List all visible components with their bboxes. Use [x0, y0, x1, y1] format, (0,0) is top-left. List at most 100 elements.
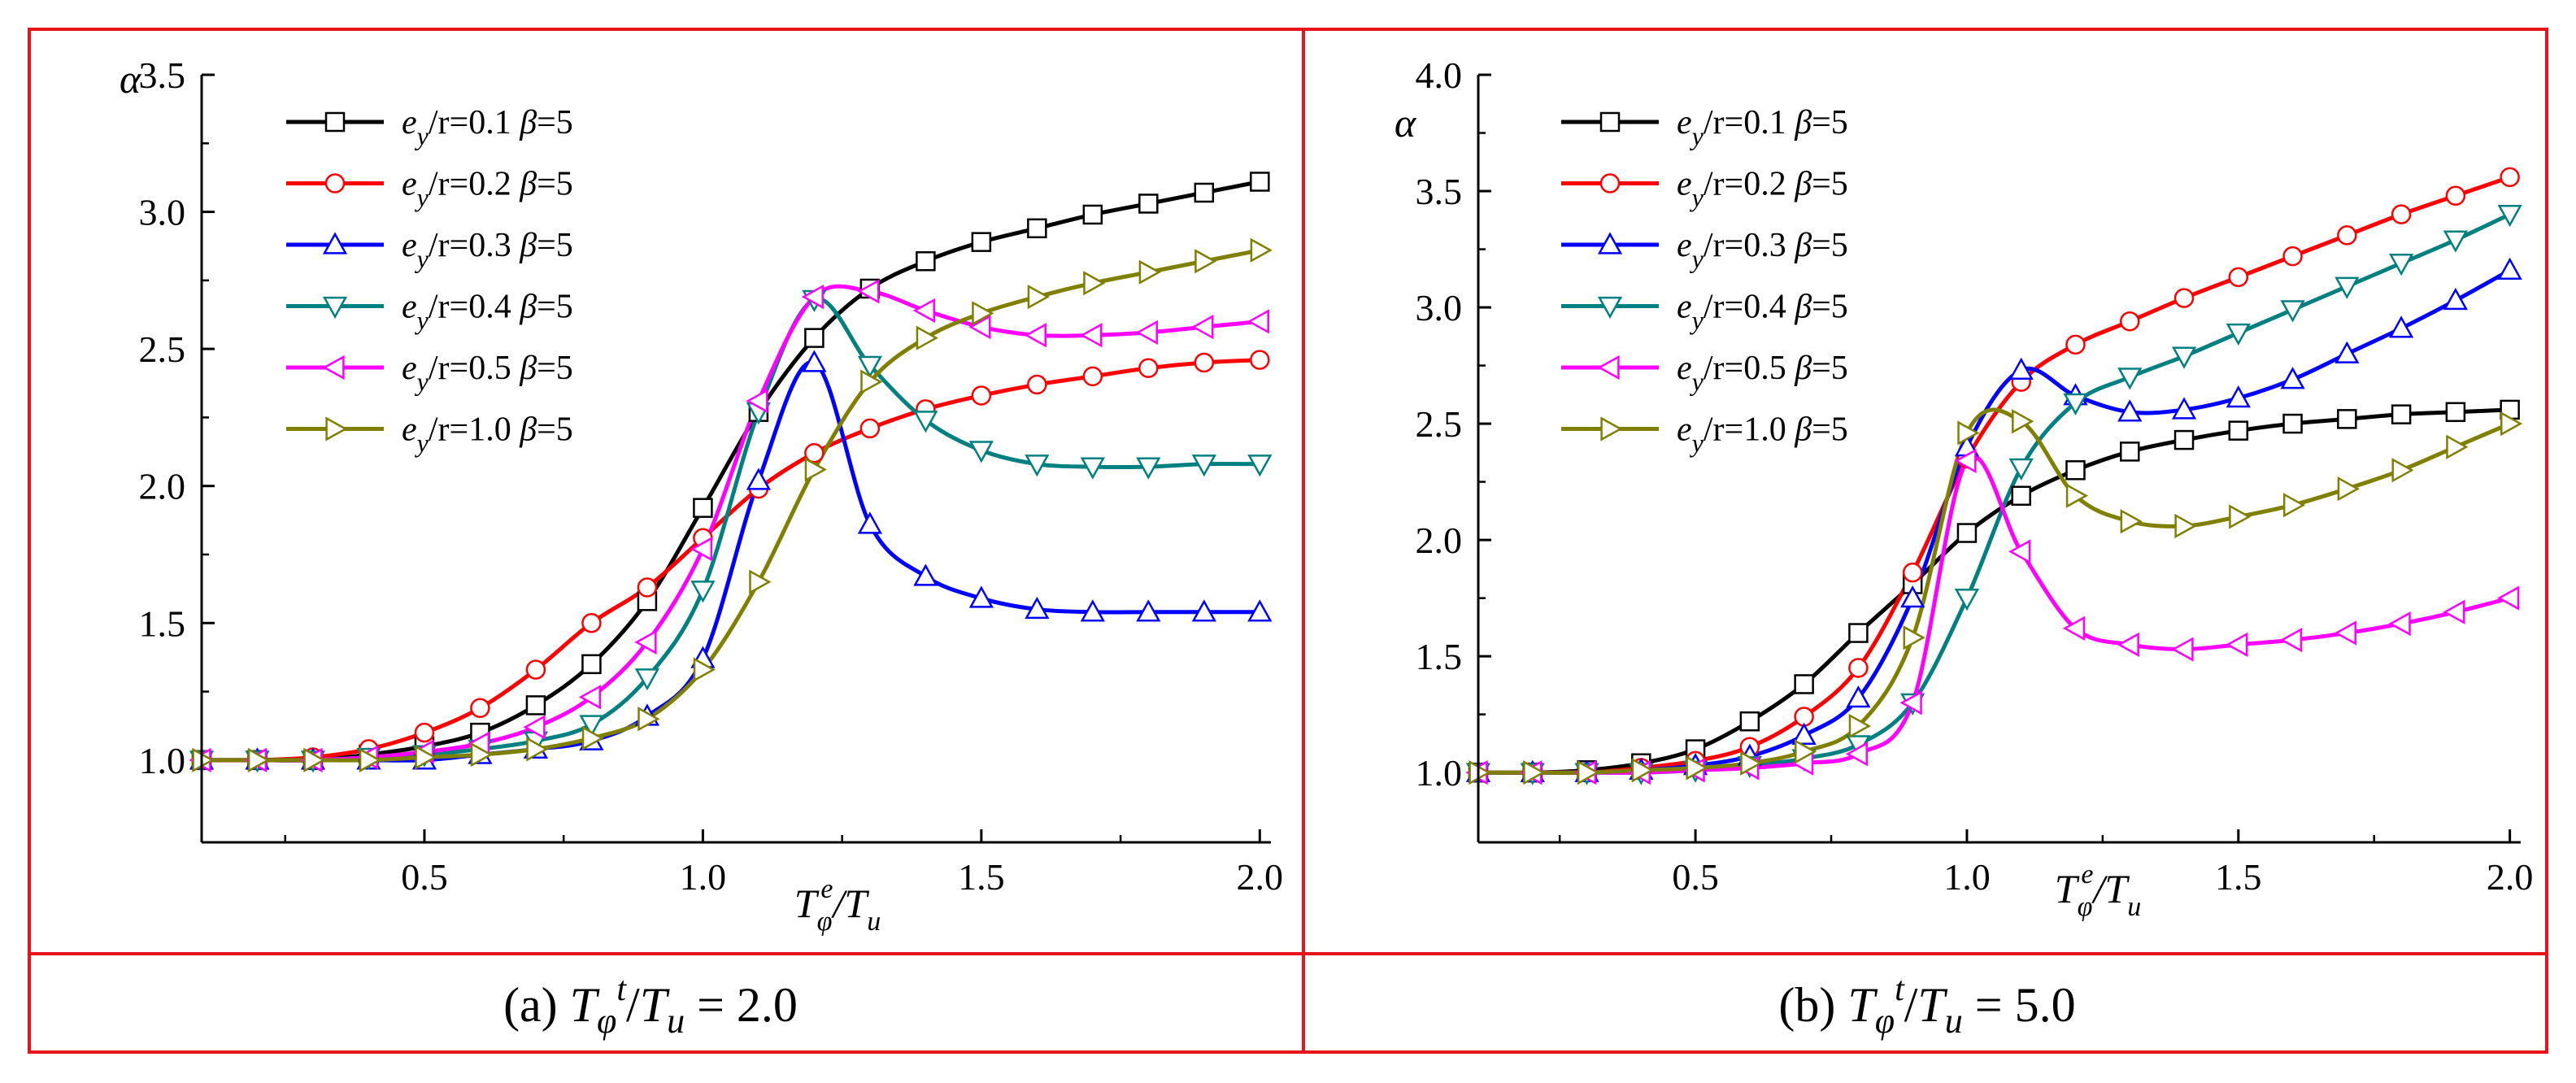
data-point: [2446, 434, 2469, 459]
data-point: [860, 369, 883, 394]
data-point: [303, 747, 326, 772]
legend-marker: [325, 416, 348, 441]
data-point: [2500, 167, 2520, 188]
series-lines: [189, 172, 1273, 773]
data-point: [2174, 288, 2195, 308]
x-axis-title: Tφe/Tu: [2055, 859, 2141, 922]
y-axis-title: α: [1395, 100, 1417, 146]
data-point: [1138, 194, 1159, 214]
data-point: [2445, 185, 2466, 207]
data-point: [2008, 357, 2034, 380]
data-point: [749, 569, 772, 594]
data-point: [2443, 599, 2465, 624]
x-tick-label: 0.5: [401, 856, 448, 898]
data-point: [746, 468, 772, 490]
data-point: [581, 725, 605, 751]
data-point: [1900, 585, 1925, 608]
x-tick-label: 1.5: [2215, 856, 2262, 898]
data-point: [1686, 755, 1708, 781]
data-point: [2117, 632, 2139, 657]
series-line-1: [202, 180, 1260, 763]
y-ticks: 1.0 1.5 2.0 2.5 3.0 3.5 4.0 0.5 1.0 1.5 2.0: [1416, 54, 2534, 898]
data-point: [2174, 429, 2195, 450]
axes: [200, 75, 1271, 844]
x-tick-label: 1.0: [680, 856, 727, 898]
data-point: [2228, 420, 2249, 441]
data-point: [804, 457, 827, 482]
data-point: [1523, 760, 1546, 785]
data-point: [523, 715, 546, 740]
legend: ey/r=0.1 β=5 ey/r=0.2 β=5 ey/r=0.3 β=5 ey/r…: [1561, 104, 1848, 458]
data-point: [912, 298, 936, 324]
y-tick-label: 3.5: [139, 54, 186, 96]
data-point: [1080, 323, 1103, 348]
data-point: [2226, 323, 2251, 346]
data-point: [1740, 750, 1763, 776]
data-point: [2497, 204, 2522, 228]
legend-label: ey/r=0.2 β=5: [1677, 166, 1848, 212]
data-point: [913, 411, 938, 433]
data-point: [2174, 513, 2197, 539]
data-point: [526, 737, 549, 762]
data-point: [470, 742, 494, 768]
y-tick-label: 3.0: [1416, 287, 1463, 328]
data-point: [1080, 599, 1105, 622]
data-point: [2334, 341, 2360, 363]
data-point: [1848, 658, 1869, 678]
data-point: [971, 385, 992, 406]
series-line-2: [1478, 175, 2511, 776]
data-point: [2279, 628, 2303, 653]
data-point: [2391, 458, 2414, 483]
data-point: [1247, 309, 1269, 334]
data-point: [2171, 346, 2197, 369]
data-point: [2443, 287, 2469, 311]
data-point: [2391, 204, 2412, 224]
data-point: [1848, 713, 1871, 739]
data-point: [2497, 585, 2520, 611]
data-point: [1136, 457, 1161, 480]
data-point: [1250, 350, 1270, 370]
data-point: [1577, 760, 1600, 785]
caption-b: (b) Tφt/Tu = 5.0: [1778, 971, 2075, 1041]
data-point: [1082, 366, 1103, 387]
data-point: [1957, 420, 1980, 446]
data-point: [637, 577, 658, 598]
legend-label: ey/r=0.3 β=5: [1677, 227, 1848, 273]
legend-marker: [322, 232, 348, 254]
x-tick-label: 0.5: [1672, 856, 1719, 898]
data-point: [1739, 711, 1760, 732]
data-point: [2443, 230, 2469, 253]
y-tick-label: 2.0: [1416, 520, 1463, 561]
legend-marker: [1597, 296, 1623, 320]
data-point: [1135, 320, 1158, 346]
data-point: [2337, 225, 2357, 246]
legend-label: ey/r=1.0 β=5: [1677, 411, 1848, 458]
data-point: [802, 350, 827, 372]
data-point: [1083, 271, 1106, 296]
legend-label: ey/r=1.0 β=5: [402, 411, 573, 458]
legend: ey/r=0.1 β=5 ey/r=0.2 β=5 ey/r=0.3 β=5 ey/r…: [286, 104, 573, 458]
y-axis-title: α: [120, 56, 142, 102]
data-point: [1191, 315, 1214, 340]
data-point: [2388, 611, 2411, 637]
legend-marker: [1600, 416, 1623, 441]
caption-a: (a) Tφt/Tu = 2.0: [503, 971, 798, 1041]
x-tick-label: 2.0: [2487, 856, 2534, 898]
legend-label: ey/r=0.1 β=5: [402, 104, 573, 150]
data-point: [525, 695, 546, 715]
data-point: [1082, 204, 1103, 225]
data-point: [634, 629, 657, 655]
data-point: [2391, 404, 2412, 424]
data-point: [2012, 409, 2034, 434]
data-point: [857, 279, 880, 304]
legend-marker: [322, 354, 345, 381]
data-point: [2120, 311, 2140, 332]
data-point: [1025, 455, 1050, 477]
legend-marker: [324, 173, 346, 194]
data-point: [1136, 599, 1161, 622]
data-point: [1194, 249, 1217, 274]
data-point: [2117, 399, 2143, 422]
data-point: [414, 722, 435, 743]
legend-label: ey/r=0.3 β=5: [402, 227, 573, 273]
data-point: [634, 668, 660, 691]
